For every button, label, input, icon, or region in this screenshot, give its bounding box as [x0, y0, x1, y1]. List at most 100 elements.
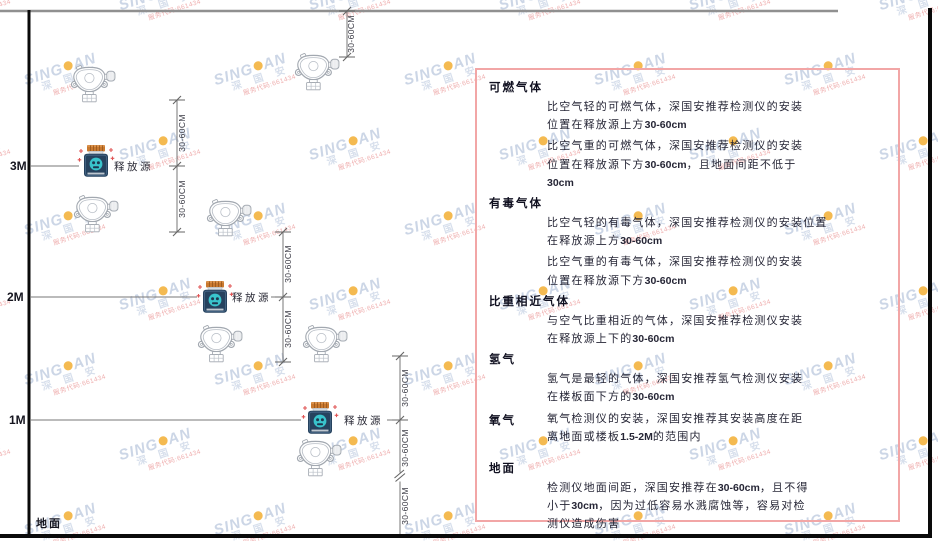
watermark-tagline: 服务代码:661434 [0, 448, 12, 473]
watermark-cjk-text: 深 国 安 [0, 288, 7, 318]
watermark-cjk-text: 深 国 安 [420, 63, 482, 94]
watermark-dot-icon [157, 435, 169, 447]
gas-section: 地面 检测仪地面间距，深国安推荐在30-60cm，且不得 小于30cm，因为过低容易… [489, 460, 884, 534]
watermark-cjk-text: 深 国 安 [325, 288, 387, 319]
paragraph-line: 位置在释放源下方30-60cm [547, 274, 687, 287]
release-source-icon [196, 280, 234, 314]
watermark-cjk-text: 深 国 安 [325, 438, 387, 469]
paragraph-line: 检测仪地面间距，深国安推荐在30-60cm，且不得 [547, 482, 809, 495]
gas-detector-icon [70, 64, 116, 103]
watermark-cjk-text: 深 国 安 [705, 0, 767, 19]
watermark-tagline: 服务代码:661434 [52, 73, 107, 98]
watermark-dot-icon [62, 360, 74, 372]
paragraph-line: 在楼板面下方的30-60cm [547, 391, 675, 404]
section-heading: 比重相近气体 [489, 295, 570, 308]
watermark-dot-icon [917, 285, 929, 297]
watermark-cjk-text: 深 国 安 [0, 138, 7, 168]
watermark-dot-icon [442, 360, 454, 372]
section-heading: 氧气 [489, 414, 516, 427]
watermark-dot-icon [442, 510, 454, 522]
gas-section: 氧气 氧气检测仪的安装，深国安推荐其安装高度在距 离地面或楼板1.5-2M的范围内 [489, 410, 884, 446]
watermark-cjk-text: 深 国 安 [0, 0, 10, 23]
gas-section: 氢气 氢气是最轻的气体，深国安推荐氢气检测仪安装 在楼板面下方的30-60cm [489, 351, 884, 406]
watermark-cjk-text: 深 国 安 [40, 213, 102, 244]
watermark-tagline: 服务代码:661434 [242, 523, 297, 541]
gas-detector-icon [302, 324, 348, 363]
watermark-tagline: 服务代码:661434 [242, 373, 297, 398]
dim-label: 30-60CM [400, 487, 410, 525]
paragraph-line: 在释放源上方30-60cm [547, 235, 663, 248]
dim-label: 30-60CM [400, 369, 410, 407]
gas-detector-icon [197, 324, 243, 363]
watermark-dot-icon [252, 210, 264, 222]
watermark-tagline: 服务代码:661434 [337, 448, 392, 473]
height-label-2m: 2M [7, 290, 24, 304]
gas-section: 比重相近气体与空气比重相近的气体，深国安推荐检测仪安装 在释放源上下的30-60c… [489, 293, 884, 348]
watermark-dot-icon [917, 135, 929, 147]
paragraph-line: 测仪造成伤害 [547, 518, 621, 531]
ground-label: 地面 [36, 516, 62, 530]
section-paragraph: 与空气比重相近的气体，深国安推荐检测仪安装 在释放源上下的30-60cm [547, 312, 884, 348]
watermark-cjk-text: 深 国 安 [135, 438, 197, 469]
watermark-tagline: 服务代码:661434 [52, 373, 107, 398]
release-source-label: 释放源 [232, 291, 271, 304]
release-source-label: 释放源 [114, 160, 153, 173]
paragraph-line: 比空气重的有毒气体，深国安推荐检测仪的安装 [547, 256, 804, 269]
watermark-tagline: 服务代码:661434 [717, 0, 772, 23]
watermark-dot-icon [442, 60, 454, 72]
section-heading: 可燃气体 [489, 82, 543, 94]
dim-label: 30-60CM [346, 15, 356, 53]
section-paragraph: 比空气轻的可燃气体，深国安推荐检测仪的安装 位置在释放源上方30-60cm [547, 98, 884, 134]
dim-label: 30-60CM [400, 429, 410, 467]
paragraph-line: 在释放源上下的30-60cm [547, 333, 675, 346]
dimension-lines [176, 11, 401, 534]
watermark-dot-icon [62, 210, 74, 222]
watermark-cjk-text: 深 国 安 [0, 438, 7, 468]
watermark-tagline: 服务代码:661434 [0, 0, 12, 23]
watermark-tagline: 服务代码:661434 [0, 148, 12, 173]
watermark-cjk-text: 深 国 安 [325, 138, 387, 169]
watermark-tagline: 服务代码:661434 [337, 148, 392, 173]
gas-section: 可燃气体 比空气轻的可燃气体，深国安推荐检测仪的安装 位置在释放源上方30-60cm… [489, 79, 884, 192]
paragraph-line: 氢气是最轻的气体，深国安推荐氢气检测仪安装 [547, 373, 804, 386]
gas-detector-icon [294, 52, 340, 91]
dimension-ticks [169, 6, 408, 425]
watermark-tagline: 服务代码:661434 [52, 523, 107, 541]
watermark-dot-icon [157, 285, 169, 297]
paragraph-line: 离地面或楼板1.5-2M的范围内 [547, 430, 702, 443]
paragraph-line: 位置在释放源上方30-60cm [547, 119, 687, 132]
watermark-tagline: 服务代码:661434 [242, 223, 297, 248]
paragraph-line: 与空气比重相近的气体，深国安推荐检测仪安装 [547, 314, 804, 327]
release-source-label: 释放源 [344, 414, 383, 427]
watermark-cjk-text: 深 国 安 [135, 0, 197, 19]
watermark-tagline: 服务代码:661434 [242, 73, 297, 98]
